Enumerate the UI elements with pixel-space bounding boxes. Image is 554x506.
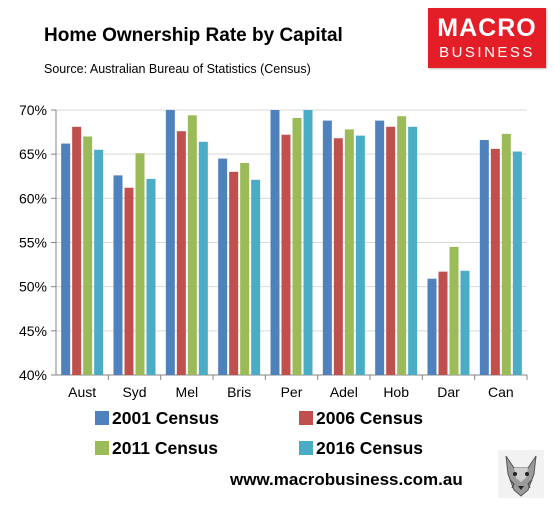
bar-adel-2006 [333, 138, 343, 375]
x-tick-label: Syd [122, 384, 146, 400]
bar-dar-2016 [460, 270, 470, 375]
bar-bris-2016 [251, 179, 261, 375]
bar-aust-2016 [94, 149, 104, 375]
bar-dar-2001 [427, 278, 437, 375]
x-tick-label: Can [488, 384, 514, 400]
legend-label-2001: 2001 Census [112, 408, 220, 428]
bar-dar-2006 [438, 271, 448, 375]
x-tick-label: Bris [227, 384, 251, 400]
x-tick-label: Mel [176, 384, 199, 400]
bar-can-2016 [512, 151, 522, 375]
bar-per-2006 [281, 134, 291, 375]
bar-mel-2001 [165, 110, 175, 375]
bar-adel-2011 [344, 129, 354, 375]
y-tick-label: 45% [19, 323, 47, 339]
legend-swatch-2016 [299, 441, 313, 455]
legend-swatch-2001 [95, 411, 109, 425]
bar-per-2011 [292, 117, 302, 375]
bar-hob-2006 [386, 126, 396, 376]
bar-mel-2011 [187, 115, 197, 376]
bar-per-2016 [303, 110, 313, 375]
bar-syd-2006 [124, 187, 134, 375]
bar-can-2011 [501, 133, 511, 375]
x-tick-label: Aust [68, 384, 96, 400]
legend-label-2006: 2006 Census [316, 408, 424, 428]
bar-adel-2001 [322, 120, 332, 375]
y-tick-label: 50% [19, 279, 47, 295]
x-tick-label: Per [281, 384, 303, 400]
bar-aust-2001 [61, 143, 71, 375]
y-tick-label: 70% [19, 102, 47, 118]
bar-can-2006 [490, 148, 500, 375]
chart-subtitle: Source: Australian Bureau of Statistics … [44, 62, 311, 76]
legend-swatch-2006 [299, 411, 313, 425]
chart-title: Home Ownership Rate by Capital [44, 25, 343, 46]
y-tick-label: 65% [19, 146, 47, 162]
wolf-icon [498, 450, 544, 498]
bar-mel-2006 [176, 131, 186, 375]
logo-line-1: MACRO [437, 14, 537, 42]
legend-swatch-2011 [95, 441, 109, 455]
bar-can-2001 [479, 140, 489, 375]
bar-mel-2016 [198, 141, 208, 375]
x-tick-label: Hob [383, 384, 409, 400]
x-tick-label: Adel [330, 384, 358, 400]
website-url: www.macrobusiness.com.au [230, 470, 463, 489]
bar-hob-2011 [397, 116, 407, 375]
logo-line-2: BUSINESS [439, 44, 535, 61]
legend-label-2011: 2011 Census [112, 438, 219, 458]
bar-per-2001 [270, 110, 280, 375]
bar-syd-2016 [146, 178, 156, 375]
bar-aust-2006 [72, 126, 82, 376]
bar-aust-2011 [83, 136, 93, 375]
bar-syd-2001 [113, 175, 123, 375]
legend-label-2016: 2016 Census [316, 438, 424, 458]
bar-syd-2011 [135, 153, 145, 375]
bar-bris-2001 [218, 158, 228, 375]
bar-hob-2016 [408, 126, 418, 376]
bar-bris-2011 [240, 163, 250, 375]
macrobusiness-logo: MACRO BUSINESS [428, 8, 546, 68]
bar-bris-2006 [229, 171, 239, 375]
x-tick-label: Dar [437, 384, 460, 400]
y-tick-label: 60% [19, 190, 47, 206]
bar-hob-2001 [375, 120, 385, 375]
bar-dar-2011 [449, 246, 459, 375]
y-tick-label: 55% [19, 235, 47, 251]
bar-adel-2016 [355, 135, 365, 375]
y-tick-label: 40% [19, 367, 47, 383]
